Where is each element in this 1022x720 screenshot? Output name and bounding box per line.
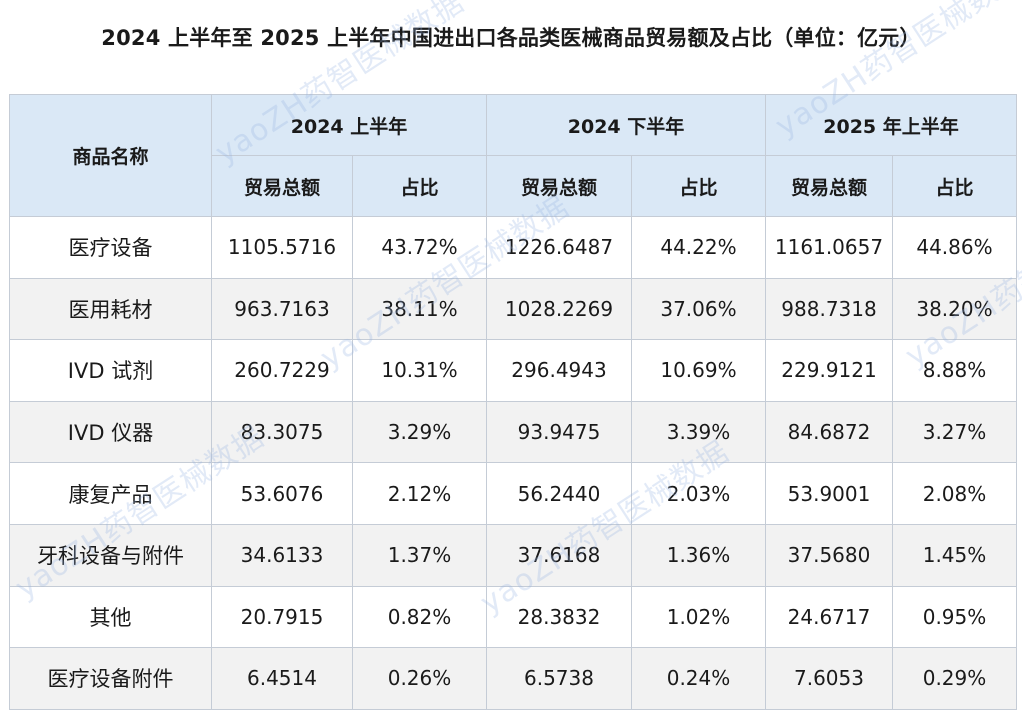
share-cell: 44.86% xyxy=(892,216,1017,279)
trade-total-cell: 1028.2269 xyxy=(486,277,632,341)
table-title: 2024 上半年至 2025 上半年中国进出口各品类医械商品贸易额及占比（单位：… xyxy=(101,26,921,50)
share-cell: 10.69% xyxy=(631,339,766,402)
trade-total-cell: 53.9001 xyxy=(765,462,893,525)
share-cell: 10.31% xyxy=(352,339,487,402)
trade-total-cell: 84.6872 xyxy=(765,400,893,464)
share-cell: 1.45% xyxy=(892,523,1017,587)
share-cell: 1.36% xyxy=(631,523,766,587)
trade-total-cell: 83.3075 xyxy=(211,400,353,464)
share-cell: 0.82% xyxy=(352,585,487,649)
trade-total-cell: 37.6168 xyxy=(486,523,632,587)
product-name-cell: IVD 仪器 xyxy=(9,400,212,464)
header-product-name: 商品名称 xyxy=(9,94,212,217)
share-cell: 2.03% xyxy=(631,462,766,525)
table-row: 医用耗材 963.7163 38.11% 1028.2269 37.06% 98… xyxy=(9,277,1017,341)
table-row: IVD 仪器 83.3075 3.29% 93.9475 3.39% 84.68… xyxy=(9,400,1017,464)
trade-total-cell: 6.4514 xyxy=(211,647,353,710)
share-cell: 3.27% xyxy=(892,400,1017,464)
product-name-cell: 医用耗材 xyxy=(9,277,212,341)
header-period-2024-h1: 2024 上半年 xyxy=(211,94,487,156)
product-name-cell: 医疗设备附件 xyxy=(9,647,212,710)
share-cell: 43.72% xyxy=(352,216,487,279)
header-share-2025-h1: 占比 xyxy=(892,155,1017,217)
share-cell: 44.22% xyxy=(631,216,766,279)
share-cell: 0.26% xyxy=(352,647,487,710)
product-name-cell: 医疗设备 xyxy=(9,216,212,279)
share-cell: 1.37% xyxy=(352,523,487,587)
trade-total-cell: 28.3832 xyxy=(486,585,632,649)
share-cell: 0.29% xyxy=(892,647,1017,710)
share-cell: 2.08% xyxy=(892,462,1017,525)
trade-total-cell: 7.6053 xyxy=(765,647,893,710)
trade-total-cell: 1105.5716 xyxy=(211,216,353,279)
trade-total-cell: 988.7318 xyxy=(765,277,893,341)
trade-table: 商品名称 2024 上半年 2024 下半年 2025 年上半年 贸易总额 占比… xyxy=(9,94,1017,710)
trade-total-cell: 296.4943 xyxy=(486,339,632,402)
trade-total-cell: 24.6717 xyxy=(765,585,893,649)
trade-total-cell: 53.6076 xyxy=(211,462,353,525)
product-name-cell: 牙科设备与附件 xyxy=(9,523,212,587)
trade-total-cell: 229.9121 xyxy=(765,339,893,402)
product-name-cell: 康复产品 xyxy=(9,462,212,525)
share-cell: 3.39% xyxy=(631,400,766,464)
share-cell: 38.20% xyxy=(892,277,1017,341)
table-row: 牙科设备与附件 34.6133 1.37% 37.6168 1.36% 37.5… xyxy=(9,523,1017,587)
trade-total-cell: 1161.0657 xyxy=(765,216,893,279)
trade-total-cell: 1226.6487 xyxy=(486,216,632,279)
trade-total-cell: 56.2440 xyxy=(486,462,632,525)
share-cell: 0.24% xyxy=(631,647,766,710)
header-total-2024-h1: 贸易总额 xyxy=(211,155,353,217)
header-period-2025-h1: 2025 年上半年 xyxy=(765,94,1017,156)
table-row: IVD 试剂 260.7229 10.31% 296.4943 10.69% 2… xyxy=(9,339,1017,402)
header-total-2024-h2: 贸易总额 xyxy=(486,155,632,217)
header-share-2024-h1: 占比 xyxy=(352,155,487,217)
table-row: 其他 20.7915 0.82% 28.3832 1.02% 24.6717 0… xyxy=(9,585,1017,649)
trade-total-cell: 963.7163 xyxy=(211,277,353,341)
share-cell: 0.95% xyxy=(892,585,1017,649)
table-row: 医疗设备 1105.5716 43.72% 1226.6487 44.22% 1… xyxy=(9,216,1017,279)
share-cell: 1.02% xyxy=(631,585,766,649)
share-cell: 2.12% xyxy=(352,462,487,525)
header-total-2025-h1: 贸易总额 xyxy=(765,155,893,217)
table-row: 医疗设备附件 6.4514 0.26% 6.5738 0.24% 7.6053 … xyxy=(9,647,1017,710)
product-name-cell: 其他 xyxy=(9,585,212,649)
trade-total-cell: 20.7915 xyxy=(211,585,353,649)
header-period-2024-h2: 2024 下半年 xyxy=(486,94,766,156)
product-name-cell: IVD 试剂 xyxy=(9,339,212,402)
share-cell: 37.06% xyxy=(631,277,766,341)
trade-total-cell: 37.5680 xyxy=(765,523,893,587)
trade-total-cell: 260.7229 xyxy=(211,339,353,402)
share-cell: 3.29% xyxy=(352,400,487,464)
trade-total-cell: 6.5738 xyxy=(486,647,632,710)
header-share-2024-h2: 占比 xyxy=(631,155,766,217)
share-cell: 38.11% xyxy=(352,277,487,341)
share-cell: 8.88% xyxy=(892,339,1017,402)
trade-total-cell: 93.9475 xyxy=(486,400,632,464)
table-row: 康复产品 53.6076 2.12% 56.2440 2.03% 53.9001… xyxy=(9,462,1017,525)
trade-total-cell: 34.6133 xyxy=(211,523,353,587)
